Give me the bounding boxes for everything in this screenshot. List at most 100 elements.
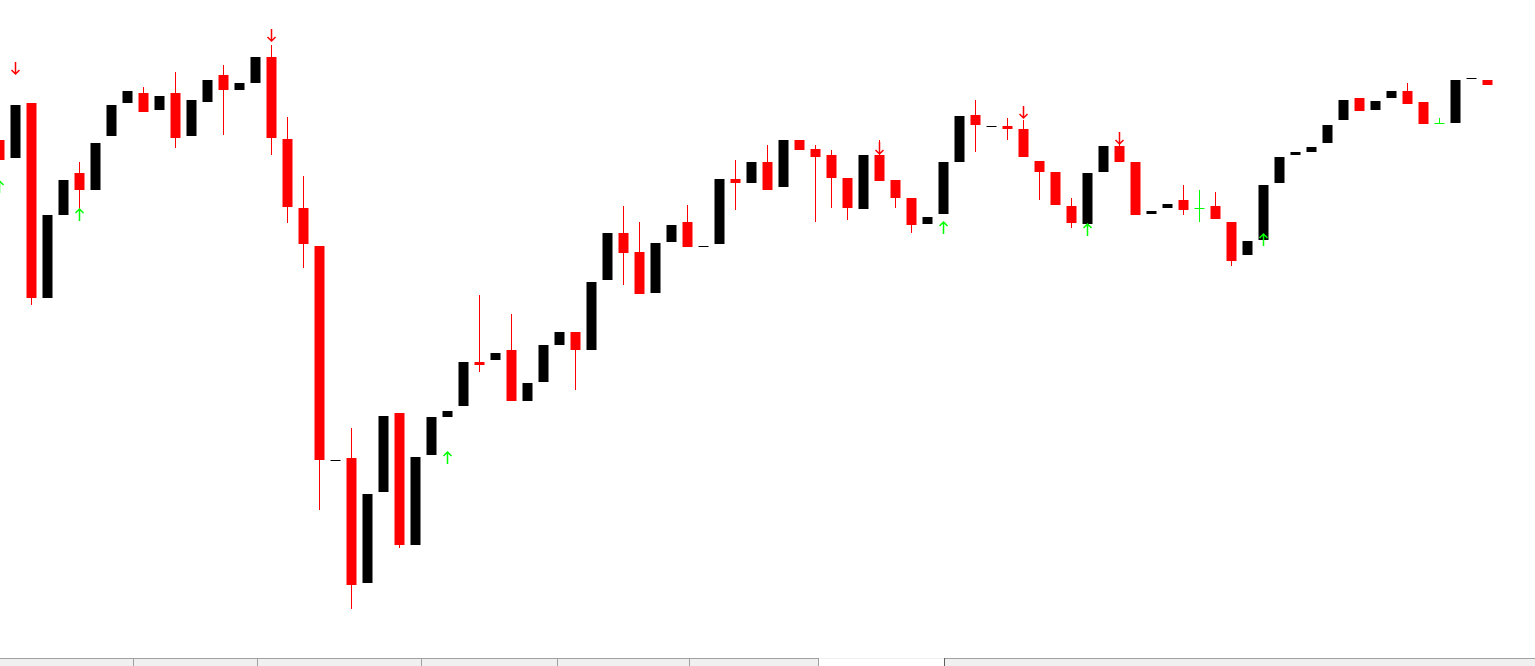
candle-body (1194, 208, 1205, 209)
candle-body (458, 362, 469, 406)
sell-arrow (10, 62, 21, 76)
candle-body (954, 116, 965, 162)
buy-arrow (1082, 222, 1093, 236)
candle-body (906, 198, 917, 225)
candle-body (58, 180, 69, 215)
candle-body (970, 115, 981, 125)
sell-arrow (266, 29, 277, 43)
active-tab[interactable] (818, 659, 944, 666)
candle-body (1402, 91, 1413, 104)
buy-arrow (442, 450, 453, 464)
candle-body (234, 83, 245, 90)
candle-body (1418, 102, 1429, 124)
candle-body (538, 345, 549, 382)
sell-arrow (874, 142, 885, 156)
candle-body (682, 222, 693, 247)
buy-arrow (74, 207, 85, 221)
candle-body (122, 91, 133, 103)
candle-body (602, 233, 613, 280)
candle-body (858, 155, 869, 209)
candle-body (362, 494, 373, 583)
candle-body (202, 80, 213, 102)
candle-body (698, 246, 709, 247)
candle-body (730, 179, 741, 183)
candle-body (74, 173, 85, 190)
candle-body (1338, 100, 1349, 120)
candle-body (1034, 161, 1045, 172)
candle-body (1386, 91, 1397, 98)
candle-body (810, 149, 821, 157)
candle-body (746, 162, 757, 183)
candle-body (218, 75, 229, 90)
candle-body (1066, 206, 1077, 223)
candle-body (842, 178, 853, 208)
candle-body (138, 93, 149, 112)
candle-body (1322, 125, 1333, 143)
candle-body (410, 457, 421, 545)
candle-body (298, 208, 309, 244)
buy-arrow (0, 180, 5, 193)
sell-arrow (1114, 132, 1125, 146)
sell-arrow (1018, 106, 1029, 120)
candle-body (1162, 204, 1173, 208)
candle-body (1434, 123, 1445, 124)
candle-body (890, 180, 901, 198)
candle-body (1242, 241, 1253, 255)
candle-body (442, 411, 453, 417)
candle-body (314, 246, 325, 460)
candle-body (1082, 173, 1093, 224)
candle-body (826, 155, 837, 178)
plot-area (0, 29, 1493, 609)
candle-body (346, 458, 357, 585)
buy-arrow (1258, 232, 1269, 246)
candle-body (1098, 146, 1109, 172)
candle-body (474, 362, 485, 365)
candle-body (186, 100, 197, 136)
candle-body (522, 383, 533, 401)
candle-body (762, 162, 773, 190)
candle-body (1114, 146, 1125, 162)
candle-body (1018, 129, 1029, 157)
candle-body (282, 139, 293, 207)
candle-body (1466, 78, 1477, 79)
candle-body (1002, 126, 1013, 129)
candle-body (650, 243, 661, 293)
candle-body (794, 140, 805, 150)
candle-body (1354, 98, 1365, 111)
candle-body (330, 460, 341, 461)
candle-body (426, 417, 437, 455)
candle-body (506, 350, 517, 401)
candle-body (266, 57, 277, 138)
candle-body (1482, 80, 1493, 85)
candle-body (570, 332, 581, 350)
candle-body (1146, 211, 1157, 214)
candle-body (490, 353, 501, 360)
candle-body (1178, 200, 1189, 210)
candle-body (90, 143, 101, 190)
candle-body (154, 96, 165, 110)
candle-body (586, 282, 597, 350)
candle-body (0, 140, 5, 160)
buy-arrow (938, 220, 949, 234)
candle-body (1210, 206, 1221, 219)
candle-body (618, 233, 629, 253)
candle-body (42, 215, 53, 298)
candle-body (874, 155, 885, 181)
candle-body (666, 225, 677, 242)
candle-body (1290, 152, 1301, 155)
candle-body (554, 332, 565, 345)
candle-body (250, 57, 261, 83)
candle-body (1130, 162, 1141, 215)
candle-body (1450, 80, 1461, 123)
candle-body (106, 105, 117, 136)
candle-body (378, 416, 389, 492)
candle-body (1274, 157, 1285, 183)
candle-body (938, 162, 949, 214)
tab-bar-background (0, 658, 1535, 666)
candle-body (1306, 147, 1317, 152)
candle-body (634, 252, 645, 294)
candle-body (1050, 172, 1061, 205)
